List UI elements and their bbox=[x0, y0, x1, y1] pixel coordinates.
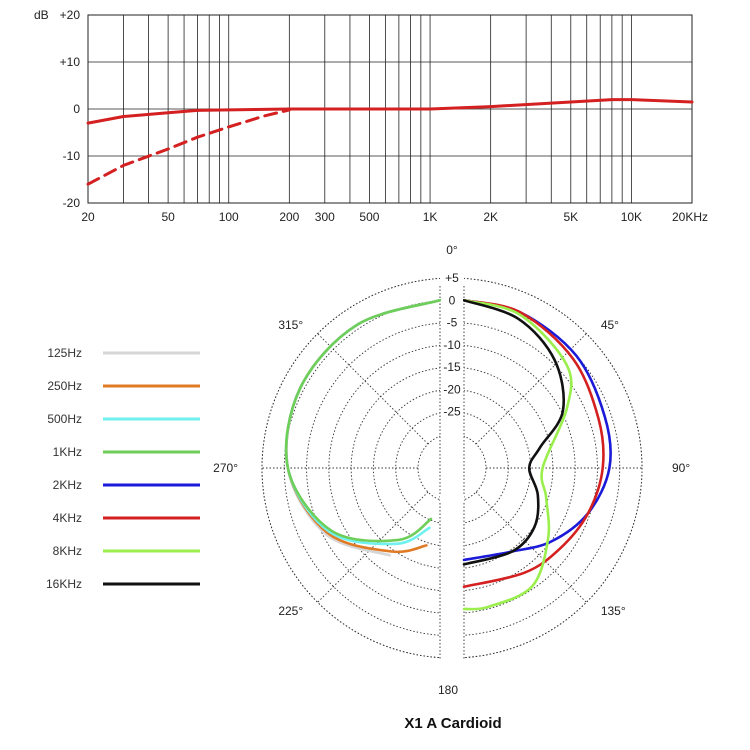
angle-label: 45° bbox=[601, 318, 619, 332]
angle-label: 225° bbox=[278, 604, 303, 618]
y-tick-label: -20 bbox=[63, 196, 81, 210]
angle-label: 90° bbox=[672, 461, 690, 475]
polar-curve-4KHz bbox=[462, 299, 605, 588]
angle-label: 315° bbox=[278, 318, 303, 332]
r-tick-bg bbox=[441, 360, 463, 374]
r-tick-label: -15 bbox=[443, 360, 461, 374]
r-tick-label: +5 bbox=[445, 271, 459, 285]
legend-label-4KHz: 4KHz bbox=[53, 511, 82, 525]
x-tick-label: 10K bbox=[621, 210, 642, 224]
r-tick-label: 0 bbox=[449, 293, 456, 307]
polar-pattern-chart: +5 0 -5 -10 -15 -20 -25 0° 45° 90° 135° 180 225° 270°… bbox=[213, 243, 690, 697]
x-tick-label: 200 bbox=[279, 210, 299, 224]
polar-curve-500Hz bbox=[284, 299, 442, 546]
polar-curve-125Hz bbox=[285, 299, 442, 557]
r-tick-label: -5 bbox=[447, 316, 458, 330]
polar-spoke bbox=[317, 491, 429, 603]
r-tick-bg bbox=[441, 382, 463, 396]
y-axis-label: dB bbox=[34, 8, 49, 22]
legend-label-250Hz: 250Hz bbox=[47, 379, 82, 393]
legend-label-500Hz: 500Hz bbox=[47, 412, 82, 426]
chart-title: X1 A Cardioid bbox=[404, 715, 501, 732]
y-tick-label: +20 bbox=[60, 8, 81, 22]
legend: 125Hz 250Hz 500Hz 1KHz 2KHz 4KHz 8KHz 16KHz bbox=[46, 346, 200, 591]
polar-series bbox=[284, 299, 612, 611]
angle-label: 135° bbox=[601, 604, 626, 618]
y-tick-label: +10 bbox=[60, 55, 81, 69]
legend-label-16KHz: 16KHz bbox=[46, 577, 82, 591]
polar-curve-16KHz bbox=[462, 299, 566, 566]
frequency-response-axes: +20 +10 0 -10 -20 dB 20 50 100 200 300 500 1K 2K 5K 10K… bbox=[34, 8, 708, 224]
polar-labels: +5 0 -5 -10 -15 -20 -25 0° 45° 90° 135° 180 225° 270°… bbox=[213, 243, 690, 697]
response-line-response bbox=[86, 98, 694, 125]
x-tick-label: 500 bbox=[359, 210, 379, 224]
y-tick-label: -10 bbox=[63, 149, 81, 163]
y-tick-label: 0 bbox=[73, 102, 80, 116]
r-tick-label: -10 bbox=[443, 338, 461, 352]
polar-spoke bbox=[317, 333, 429, 445]
legend-label-1KHz: 1KHz bbox=[53, 445, 82, 459]
angle-label: 270° bbox=[213, 461, 238, 475]
r-tick-bg bbox=[441, 337, 463, 351]
x-tick-label: 300 bbox=[315, 210, 335, 224]
x-tick-label: 20 bbox=[81, 210, 95, 224]
frequency-response-series bbox=[86, 98, 694, 186]
angle-label: 180 bbox=[438, 683, 458, 697]
x-tick-label: 1K bbox=[423, 210, 438, 224]
polar-curve-8KHz bbox=[462, 299, 573, 611]
r-tick-label: -20 bbox=[443, 382, 461, 396]
legend-label-8KHz: 8KHz bbox=[53, 544, 82, 558]
polar-center-channel bbox=[440, 268, 464, 668]
x-tick-label: 50 bbox=[161, 210, 175, 224]
r-tick-bg bbox=[441, 315, 463, 329]
legend-label-2KHz: 2KHz bbox=[53, 478, 82, 492]
polar-curve-1KHz bbox=[284, 299, 442, 543]
r-tick-bg bbox=[441, 293, 463, 307]
angle-label: 0° bbox=[446, 243, 458, 257]
r-tick-bg bbox=[441, 404, 463, 418]
x-tick-label: 5K bbox=[563, 210, 578, 224]
x-tick-label: 100 bbox=[219, 210, 239, 224]
x-tick-label: 20KHz bbox=[672, 210, 708, 224]
r-tick-bg bbox=[441, 271, 463, 284]
response-line-low-cut bbox=[86, 108, 291, 186]
frequency-response-chart: +20 +10 0 -10 -20 dB 20 50 100 200 300 500 1K 2K 5K 10K… bbox=[34, 8, 708, 224]
legend-label-125Hz: 125Hz bbox=[47, 346, 82, 360]
r-tick-label: -25 bbox=[443, 405, 461, 419]
x-tick-label: 2K bbox=[483, 210, 498, 224]
